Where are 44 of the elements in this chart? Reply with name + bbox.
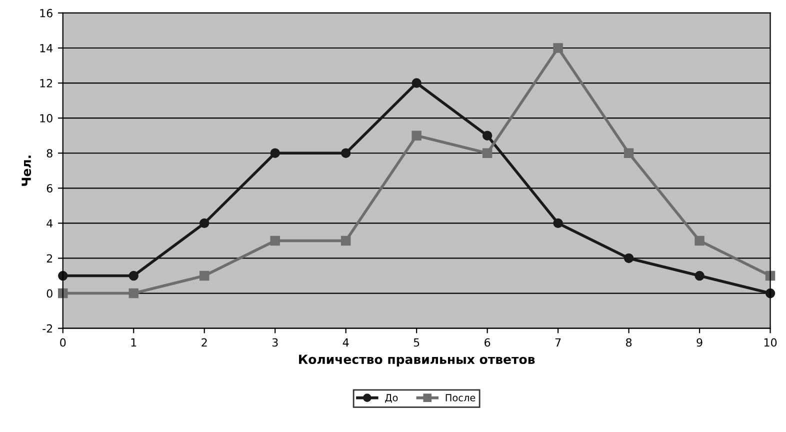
x-tick-label: 5 xyxy=(414,338,420,347)
y-axis-title: Чел. xyxy=(22,156,32,186)
point xyxy=(553,218,563,228)
y-tick-label: 0 xyxy=(46,289,52,298)
point xyxy=(270,236,280,246)
point xyxy=(694,236,704,246)
y-tick-label: 12 xyxy=(40,79,52,88)
x-tick-label: 10 xyxy=(764,338,777,347)
x-tick-label: 4 xyxy=(342,338,349,346)
point xyxy=(694,270,704,281)
point xyxy=(624,253,634,264)
legend-label: До xyxy=(385,394,398,403)
y-tick-label: 14 xyxy=(40,44,53,52)
point xyxy=(340,148,351,158)
point xyxy=(553,43,563,53)
point xyxy=(482,130,492,140)
y-tick-label: 2 xyxy=(46,254,52,262)
point xyxy=(340,236,351,246)
point xyxy=(624,148,634,158)
x-tick-label: 8 xyxy=(626,338,632,347)
x-tick-label: 0 xyxy=(60,338,66,347)
point xyxy=(128,270,138,281)
y-tick-label: 8 xyxy=(46,149,52,158)
point xyxy=(412,78,422,88)
x-tick-label: 2 xyxy=(202,338,207,346)
point xyxy=(412,130,422,140)
x-axis-title: Количество правильных ответов xyxy=(299,354,535,366)
point xyxy=(200,218,210,228)
point xyxy=(270,148,280,158)
x-tick-label: 6 xyxy=(484,338,490,347)
y-tick-label: 16 xyxy=(40,8,52,18)
point xyxy=(482,148,492,158)
point xyxy=(128,288,138,298)
y-tick-label: 10 xyxy=(40,114,52,122)
y-tick-label: 6 xyxy=(46,184,52,193)
point xyxy=(58,288,68,298)
x-tick-label: 7 xyxy=(555,338,561,346)
y-tick-label: -2 xyxy=(42,324,52,333)
y-tick-label: 4 xyxy=(46,219,53,228)
x-tick-label: 3 xyxy=(272,338,278,347)
legend-label: После xyxy=(446,394,476,402)
x-tick-label: 9 xyxy=(696,338,702,347)
point xyxy=(200,270,210,281)
x-tick-label: 1 xyxy=(131,338,136,346)
